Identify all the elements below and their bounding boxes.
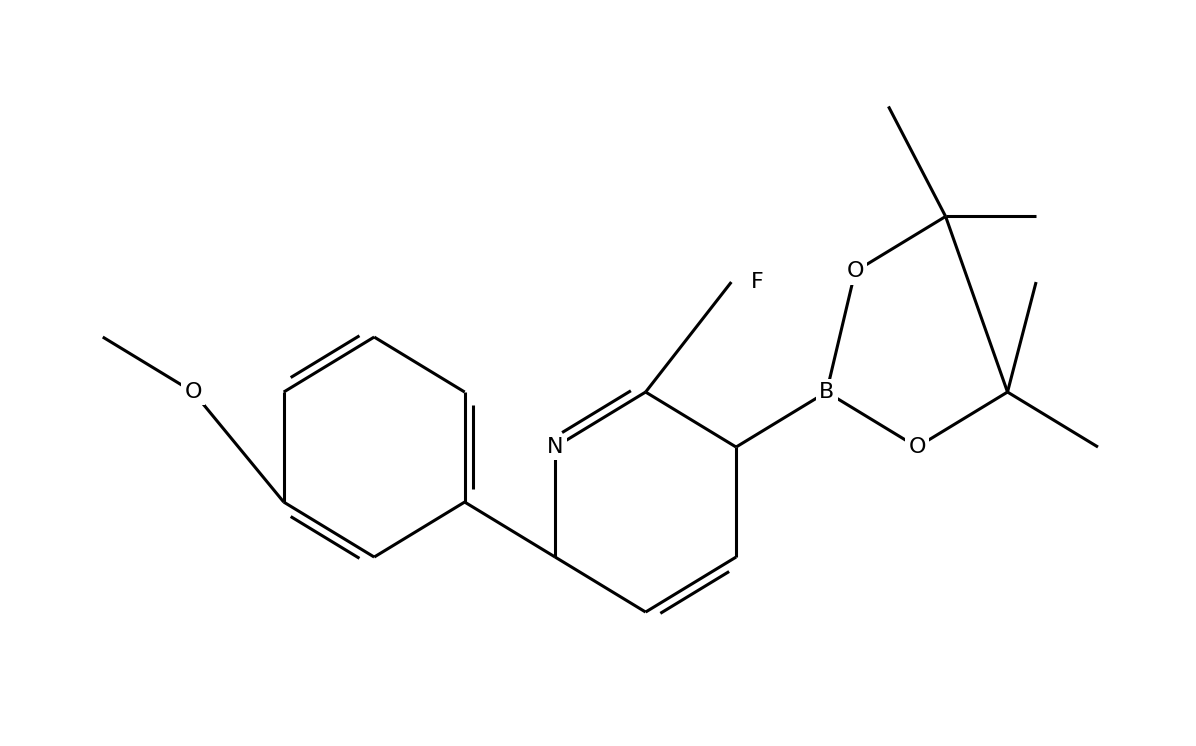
- Text: N: N: [547, 437, 563, 457]
- Text: O: O: [184, 382, 202, 402]
- Text: O: O: [908, 437, 926, 457]
- Text: B: B: [819, 382, 834, 402]
- Text: O: O: [847, 261, 864, 281]
- Text: O: O: [184, 382, 202, 402]
- Text: F: F: [750, 272, 763, 292]
- Text: O: O: [847, 261, 864, 281]
- Text: B: B: [819, 382, 834, 402]
- Text: O: O: [908, 437, 926, 457]
- Text: F: F: [750, 272, 763, 292]
